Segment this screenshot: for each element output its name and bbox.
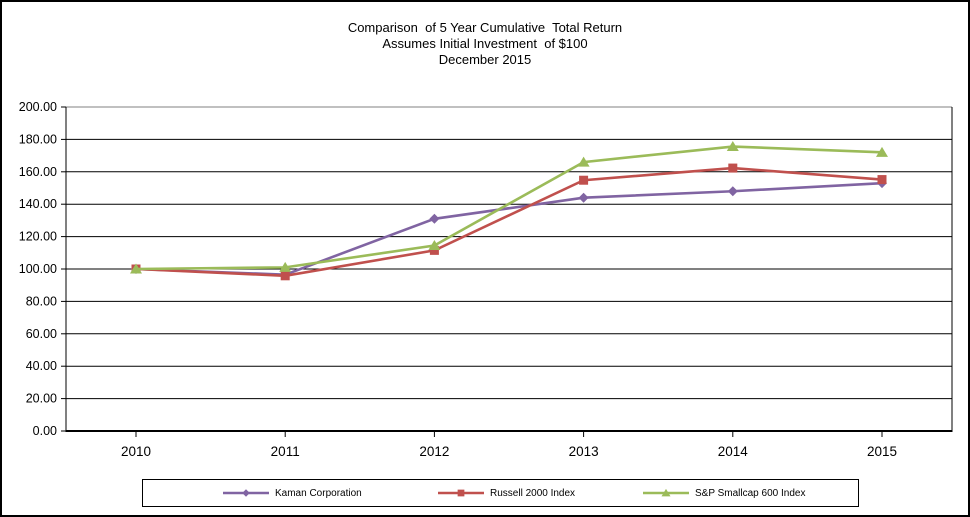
- diamond-marker-icon: [578, 192, 589, 203]
- square-marker-icon: [728, 163, 738, 173]
- chart-title-line-2: Assumes Initial Investment of $100: [382, 36, 588, 51]
- chart-title-line-3: December 2015: [438, 52, 532, 67]
- chart-title: Comparison of 5 Year Cumulative Total Re…: [2, 20, 968, 68]
- x-axis-tick-label: 2012: [419, 444, 449, 459]
- square-marker-icon: [429, 245, 439, 255]
- diamond-marker-icon: [429, 213, 440, 224]
- russell-line-square-icon: [436, 487, 486, 499]
- series-line-kaman-corporation: [135, 181, 883, 276]
- square-marker-icon: [579, 175, 589, 185]
- triangle-marker-icon: [130, 263, 142, 274]
- series-line-russell-2000-index: [135, 166, 883, 278]
- chart-legend: Kaman Corporation Russell 2000 Index S&P…: [142, 479, 859, 507]
- y-axis-tick-label: 120.00: [19, 230, 57, 244]
- x-axis-tick-label: 2013: [569, 444, 599, 459]
- legend-label-russell: Russell 2000 Index: [490, 487, 576, 499]
- triangle-marker-icon: [876, 146, 888, 157]
- triangle-marker-icon: [428, 240, 441, 251]
- legend-item-sp-smallcap-600-index: S&P Smallcap 600 Index: [641, 480, 805, 506]
- legend-item-russell-2000-index: Russell 2000 Index: [436, 480, 575, 506]
- triangle-marker-icon: [661, 488, 671, 497]
- diamond-marker-icon: [242, 489, 250, 497]
- square-marker-icon: [457, 489, 465, 497]
- diamond-marker-icon: [727, 186, 738, 197]
- y-axis-tick-label: 160.00: [19, 165, 57, 179]
- y-axis-tick-label: 20.00: [26, 392, 57, 406]
- y-axis-tick-label: 0.00: [33, 424, 57, 438]
- series-line-s-p-smallcap-600-index: [135, 145, 883, 271]
- sp-smallcap-line-triangle-icon: [641, 487, 691, 499]
- y-axis-tick-label: 100.00: [19, 262, 57, 276]
- y-axis-tick-label: 180.00: [19, 132, 57, 146]
- x-axis-tick-label: 2015: [867, 444, 897, 459]
- y-axis-tick-label: 40.00: [26, 359, 57, 373]
- triangle-marker-icon: [279, 261, 292, 272]
- x-axis-tick-label: 2011: [271, 444, 300, 459]
- y-axis-tick-label: 140.00: [19, 197, 57, 211]
- x-axis-tick-label: 2010: [121, 444, 151, 459]
- legend-item-kaman-corporation: Kaman Corporation: [221, 480, 362, 506]
- triangle-marker-icon: [577, 156, 590, 167]
- kaman-line-diamond-icon: [221, 487, 271, 499]
- triangle-marker-icon: [726, 141, 739, 152]
- square-marker-icon: [877, 175, 887, 185]
- square-marker-icon: [280, 271, 290, 281]
- y-axis-tick-label: 80.00: [26, 294, 57, 308]
- legend-label-sp-smallcap: S&P Smallcap 600 Index: [695, 487, 806, 499]
- legend-label-kaman: Kaman Corporation: [275, 487, 362, 499]
- y-axis-tick-label: 60.00: [26, 327, 57, 341]
- y-axis-tick-label: 200.00: [19, 100, 57, 114]
- chart-title-line-1: Comparison of 5 Year Cumulative Total Re…: [347, 20, 623, 35]
- x-axis-tick-label: 2014: [718, 444, 749, 459]
